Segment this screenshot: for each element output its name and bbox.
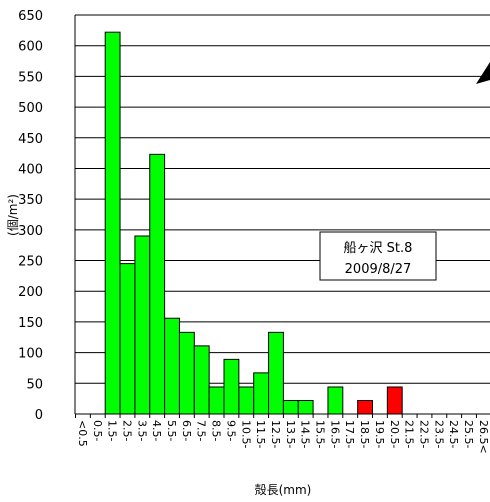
x-tick-label: 2.5-: [120, 420, 133, 441]
x-tick-label: <0.5: [76, 420, 89, 447]
bar: [208, 386, 225, 415]
x-tick-label: 21.5-: [403, 420, 416, 448]
x-tick-label: 1.5-: [106, 420, 119, 441]
bar: [104, 31, 121, 415]
bar: [297, 399, 314, 415]
y-tick-label: 300: [18, 224, 43, 239]
x-tick-label: 4.5-: [150, 420, 163, 441]
bar: [282, 399, 299, 415]
bar: [253, 372, 270, 415]
annotation-date: 2009/8/27: [345, 262, 412, 277]
bar: [327, 386, 344, 415]
bar: [268, 331, 284, 415]
y-tick-label: 350: [18, 193, 43, 208]
y-tick-label: 400: [18, 162, 43, 177]
bar: [357, 399, 373, 415]
bar: [386, 386, 403, 415]
y-tick-label: 100: [18, 347, 43, 362]
bar: [223, 358, 240, 415]
annotation-box: 船ヶ沢 St.8 2009/8/27: [319, 231, 437, 281]
x-tick-label: 15.5-: [314, 420, 327, 448]
x-tick-label: 0.5-: [91, 420, 104, 441]
arrow-icon: [476, 62, 490, 84]
x-tick-label: 24.5-: [447, 420, 460, 448]
x-tick-label: 13.5-: [284, 420, 297, 448]
y-tick-label: 50: [26, 377, 43, 392]
x-tick-label: 23.5-: [432, 420, 445, 448]
x-tick-label: 9.5-: [224, 420, 237, 441]
y-tick-label: 450: [18, 132, 43, 147]
y-tick-label: 650: [18, 9, 43, 24]
x-tick-label: 17.5-: [343, 420, 356, 448]
bar: [149, 153, 166, 415]
bar: [164, 317, 180, 415]
x-tick-label: 12.5-: [269, 420, 282, 448]
bar: [134, 235, 151, 415]
x-tick-label: 16.5-: [328, 420, 341, 448]
y-tick-label: 200: [18, 285, 43, 300]
x-tick-label: 22.5-: [417, 420, 430, 448]
x-tick-label: 20.5-: [388, 420, 401, 448]
y-tick-label: 500: [18, 101, 43, 116]
y-tick-label: 550: [18, 70, 43, 85]
x-tick-labels: <0.5 0.5- 1.5- 2.5- 3.5- 4.5- 5.5- 6.5- 7.5- 8.5-…: [76, 420, 490, 454]
y-tick-label: 600: [18, 40, 43, 55]
x-tick-label: 10.5-: [239, 420, 252, 448]
annotation-location: 船ヶ沢 St.8: [344, 241, 413, 256]
x-tick-label: 5.5-: [165, 420, 178, 441]
bar: [178, 331, 195, 415]
x-axis-title: 殻長(mm): [255, 483, 312, 497]
x-tick-label: 11.5-: [254, 420, 267, 448]
x-tick-label: 19.5-: [373, 420, 386, 448]
x-tick-label: 8.5-: [210, 420, 223, 441]
bars: [104, 31, 403, 415]
y-tick-label: 250: [18, 255, 43, 270]
x-tick-label: 25.5-: [462, 420, 475, 448]
bar: [193, 345, 210, 415]
x-tick-label: 6.5-: [180, 420, 193, 441]
y-axis-title: (個/m²): [6, 194, 20, 236]
annotation-frame: [319, 231, 437, 281]
y-tick-label: 150: [18, 316, 43, 331]
x-tick-label: 26.5<: [477, 420, 490, 454]
y-tick-label: 0: [35, 408, 43, 423]
x-tick-label: 18.5-: [358, 420, 371, 448]
y-tick-labels: 0 50 100 150 200 250 300 350 400 450 500 550 600 650: [18, 9, 43, 423]
x-tick-label: 3.5-: [135, 420, 148, 441]
axes: [74, 15, 490, 418]
x-tick-label: 7.5-: [195, 420, 208, 441]
x-tick-label: 14.5-: [299, 420, 312, 448]
bar: [119, 263, 136, 415]
bar: [238, 386, 255, 415]
